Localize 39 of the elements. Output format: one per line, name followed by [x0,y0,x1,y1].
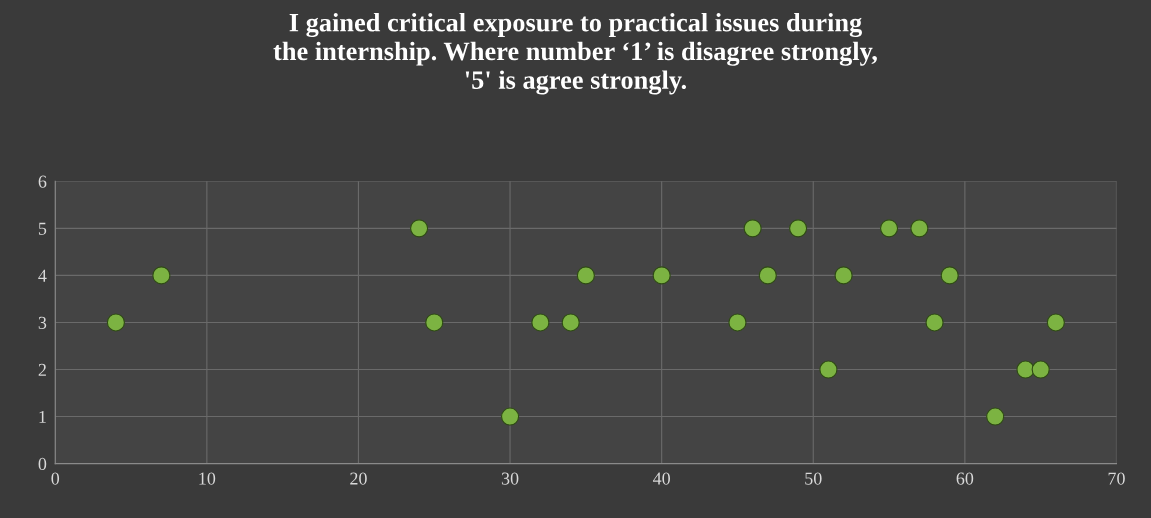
point [880,219,899,238]
point [743,219,762,238]
point [152,266,171,285]
x-tick-label: 60 [956,472,974,485]
y-tick-label: 6 [38,175,47,188]
point [425,313,444,332]
point [819,360,838,379]
x-tick-label: 30 [501,472,519,485]
point [410,219,429,238]
x-tick-label: 40 [652,472,670,485]
y-tick-label: 5 [38,222,47,235]
y-tick-label: 0 [38,457,47,471]
point [652,266,671,285]
point [1031,360,1050,379]
x-tick-label: 50 [805,472,822,485]
chart-title: I gained critical exposure to practical issues during the internship. Where number ‘1’ is disagree strongly, '5' is agree strongly. [273,12,877,95]
x-tick-label: 70 [1108,472,1125,485]
point [576,266,595,285]
point [106,313,125,332]
point [925,313,944,332]
point [1046,313,1065,332]
point [986,407,1005,426]
x-tick-label: 0 [51,472,60,485]
y-tick-label: 3 [38,316,47,329]
point [789,219,808,238]
y-tick-label: 4 [38,269,47,282]
y-tick-label: 2 [38,363,46,376]
point [834,266,853,285]
point [500,407,520,426]
y-tick-label: 1 [39,410,46,423]
point [561,313,580,332]
point [758,266,777,285]
point [531,313,550,332]
point [728,313,747,332]
x-tick-label: 10 [199,472,216,485]
point [910,219,929,238]
x-tick-label: 20 [350,472,367,485]
point [1016,360,1035,379]
point [940,266,959,285]
